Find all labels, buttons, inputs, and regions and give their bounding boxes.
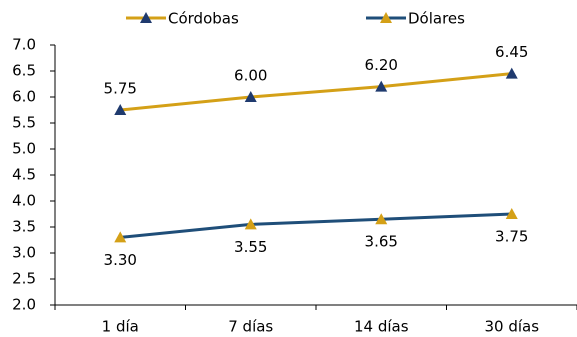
series-line-0 xyxy=(120,72,512,112)
data-point xyxy=(114,231,127,243)
series-line-1 xyxy=(120,212,512,239)
data-label: 3.65 xyxy=(365,233,398,251)
x-tick-label: 1 día xyxy=(102,318,139,336)
data-point xyxy=(505,208,518,219)
y-tick-label: 7.0 xyxy=(12,36,36,54)
y-tick-label: 3.0 xyxy=(12,244,36,262)
data-point xyxy=(114,104,127,115)
y-tick-label: 2.5 xyxy=(12,270,36,288)
x-tick-label: 7 días xyxy=(228,318,273,336)
x-tick-label: 14 días xyxy=(354,318,409,336)
data-point xyxy=(244,91,257,102)
data-label: 5.75 xyxy=(104,80,137,98)
x-tick-label: 30 días xyxy=(484,318,539,336)
y-tick-label: 2.0 xyxy=(12,296,36,314)
legend-label: Dólares xyxy=(408,10,465,28)
data-point xyxy=(375,80,388,92)
data-label: 3.75 xyxy=(495,228,528,246)
y-tick-label: 6.5 xyxy=(12,62,36,80)
data-label: 6.00 xyxy=(234,67,267,85)
data-label: 3.30 xyxy=(104,251,137,269)
y-tick-label: 4.5 xyxy=(12,166,36,184)
legend-swatch-marker xyxy=(140,12,152,23)
data-point xyxy=(244,218,257,230)
legend-label: Córdobas xyxy=(168,10,239,28)
y-tick-label: 5.5 xyxy=(12,114,36,132)
y-tick-label: 4.0 xyxy=(12,192,36,210)
y-tick-label: 6.0 xyxy=(12,88,36,106)
data-label: 3.55 xyxy=(234,238,267,256)
y-tick-label: 5.0 xyxy=(12,140,36,158)
data-label: 6.20 xyxy=(365,56,398,74)
data-point xyxy=(375,213,388,225)
data-point xyxy=(505,67,518,79)
data-label: 6.45 xyxy=(495,43,528,61)
legend-swatch-marker xyxy=(380,12,392,23)
y-tick-label: 3.5 xyxy=(12,218,36,236)
